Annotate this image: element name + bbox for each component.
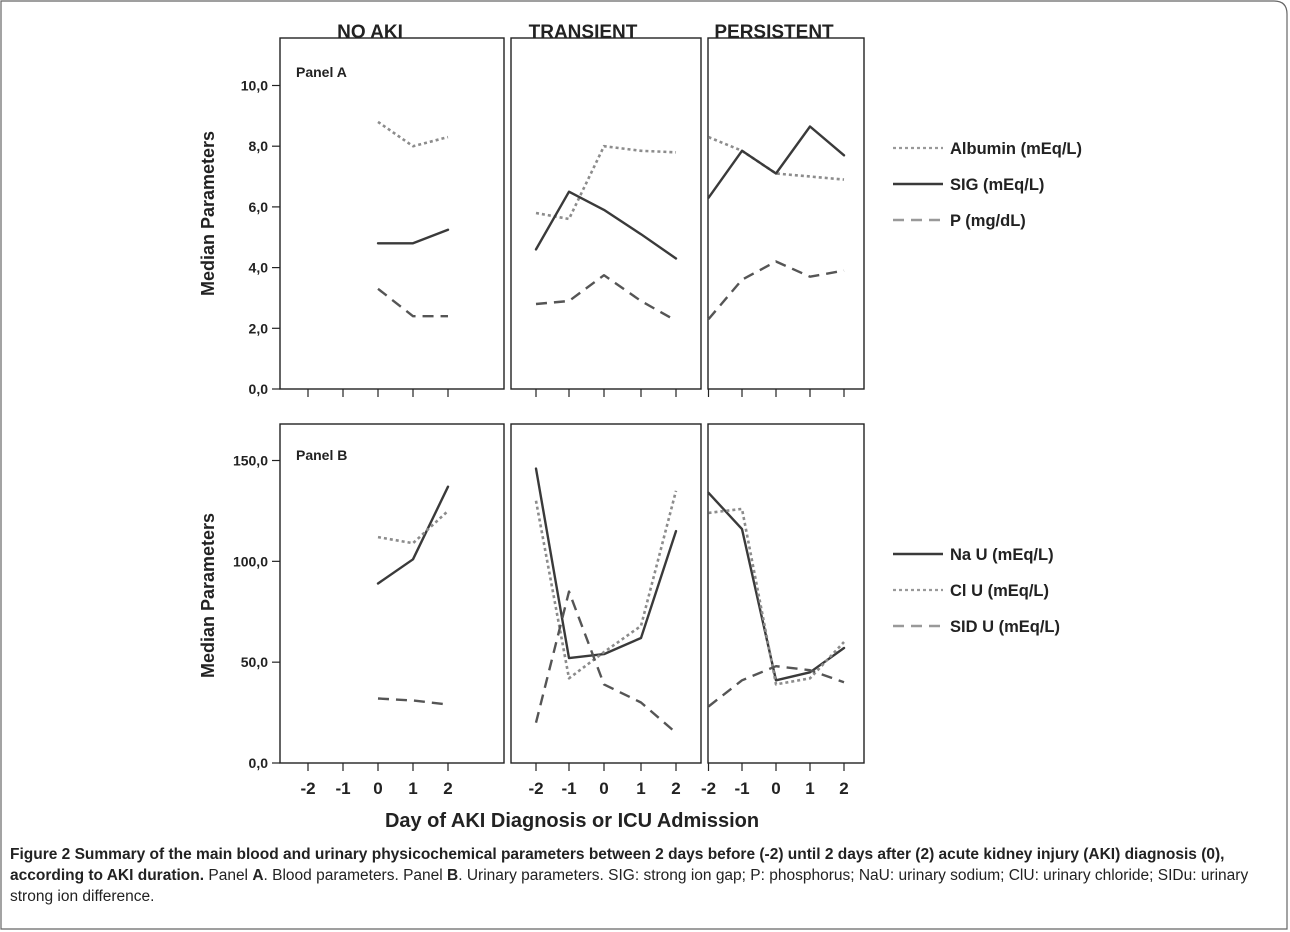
series-line-no-aki-p-mg-dl xyxy=(377,287,448,318)
series-line-persistent-sig-meq-l xyxy=(707,125,846,200)
x-tick-label: 1 xyxy=(805,779,814,798)
x-tick-label: -2 xyxy=(528,779,543,798)
legend-label-albumin-meq-l: Albumin (mEq/L) xyxy=(950,140,1082,158)
x-axis: -2 -1 0 1 2 -2 -1 0 1 2 -2 -1 0 1 2 Day of AKI Diagnosi… xyxy=(300,779,848,832)
facet-box-no-aki xyxy=(279,423,505,764)
x-tick-label: 2 xyxy=(443,779,452,798)
y-tick-label: 8,0 xyxy=(249,138,269,154)
figure-caption: Figure 2 Summary of the main blood and u… xyxy=(10,844,1278,907)
facet-box-transient xyxy=(510,423,702,764)
x-tick-label: -1 xyxy=(561,779,576,798)
y-axis-panel-b: 0,0 50,0 100,0 150,0 Median Parameters xyxy=(198,453,280,771)
legend-panel-b: Na U (mEq/L) Cl U (mEq/L) SID U (mEq/L) xyxy=(893,546,1060,636)
x-tick-label: 0 xyxy=(373,779,382,798)
legend-label-sig-meq-l: SIG (mEq/L) xyxy=(950,176,1044,194)
y-axis-label: Median Parameters xyxy=(198,131,218,296)
series-line-transient-albumin-meq-l xyxy=(535,144,677,221)
x-tick-label: 0 xyxy=(771,779,780,798)
y-tick-label: 4,0 xyxy=(249,260,269,276)
y-tick-label: 0,0 xyxy=(249,755,269,771)
series-line-transient-p-mg-dl xyxy=(535,274,677,322)
legend-label-p-mg-dl: P (mg/dL) xyxy=(950,212,1026,230)
y-tick-label: 150,0 xyxy=(233,453,268,469)
series-line-transient-na-u-meq-l xyxy=(534,467,678,660)
caption-panel-b: B xyxy=(447,867,459,884)
facet-box-transient xyxy=(510,37,702,390)
legend-label-cl-u-meq-l: Cl U (mEq/L) xyxy=(950,582,1049,600)
legend-panel-a: Albumin (mEq/L) SIG (mEq/L) P (mg/dL) xyxy=(893,140,1082,230)
x-tick-label: -2 xyxy=(701,779,716,798)
panels: Panel A Panel B xyxy=(279,37,865,771)
caption-title: Figure 2 Summary of the main blood and u… xyxy=(10,846,1225,884)
facet-box-persistent xyxy=(707,423,865,764)
panel-panel-b: Panel B xyxy=(279,423,865,771)
y-axis-label: Median Parameters xyxy=(198,513,218,678)
x-tick-label: -1 xyxy=(734,779,749,798)
caption-text-3: . Urinary parameters. SIG: strong ion ga… xyxy=(10,867,1249,905)
caption-panel-a: A xyxy=(252,867,264,884)
panel-panel-a: Panel A xyxy=(279,37,865,397)
series-line-persistent-albumin-meq-l xyxy=(708,135,845,181)
series-line-transient-cl-u-meq-l xyxy=(534,490,678,680)
series-line-transient-sid-u-meq-l xyxy=(534,590,677,734)
y-tick-label: 2,0 xyxy=(249,320,269,336)
caption-text-1: Panel xyxy=(208,867,253,884)
legend-label-sid-u-meq-l: SID U (mEq/L) xyxy=(950,618,1060,636)
x-tick-label: 2 xyxy=(839,779,848,798)
x-tick-label: 1 xyxy=(408,779,417,798)
series-line-persistent-sid-u-meq-l xyxy=(707,665,845,708)
facet-box-persistent xyxy=(707,37,865,390)
x-tick-label: -1 xyxy=(335,779,350,798)
x-tick-label: 1 xyxy=(636,779,645,798)
x-tick-label: -2 xyxy=(300,779,315,798)
series-line-transient-sig-meq-l xyxy=(534,190,678,260)
series-line-no-aki-albumin-meq-l xyxy=(377,120,449,148)
x-tick-label: 2 xyxy=(671,779,680,798)
y-axis-panel-a: 0,0 2,0 4,0 6,0 8,0 10,0 Median Parameters xyxy=(198,78,280,397)
x-axis-label: Day of AKI Diagnosis or ICU Admission xyxy=(385,810,759,832)
y-tick-label: 50,0 xyxy=(241,654,268,670)
y-tick-label: 0,0 xyxy=(249,381,269,397)
x-tick-label: 0 xyxy=(599,779,608,798)
legends: Albumin (mEq/L) SIG (mEq/L) P (mg/dL) Na U … xyxy=(893,140,1082,636)
series-line-persistent-cl-u-meq-l xyxy=(708,507,845,686)
series-line-no-aki-cl-u-meq-l xyxy=(377,509,449,545)
legend-label-na-u-meq-l: Na U (mEq/L) xyxy=(950,546,1054,564)
y-axes: 0,0 2,0 4,0 6,0 8,0 10,0 Median Parameters 0,0 5… xyxy=(198,78,280,771)
facet-box-no-aki xyxy=(279,37,505,390)
series-line-persistent-p-mg-dl xyxy=(707,260,845,320)
series-line-no-aki-sig-meq-l xyxy=(376,228,450,245)
y-tick-label: 6,0 xyxy=(249,199,269,215)
y-tick-label: 100,0 xyxy=(233,553,268,569)
panel-label: Panel B xyxy=(296,447,347,463)
y-tick-label: 10,0 xyxy=(241,78,268,94)
series-line-persistent-na-u-meq-l xyxy=(707,491,846,682)
caption-text-2: . Blood parameters. Panel xyxy=(263,867,448,884)
panel-label: Panel A xyxy=(296,64,347,80)
series-line-no-aki-na-u-meq-l xyxy=(376,485,450,585)
series-line-no-aki-sid-u-meq-l xyxy=(377,697,449,706)
